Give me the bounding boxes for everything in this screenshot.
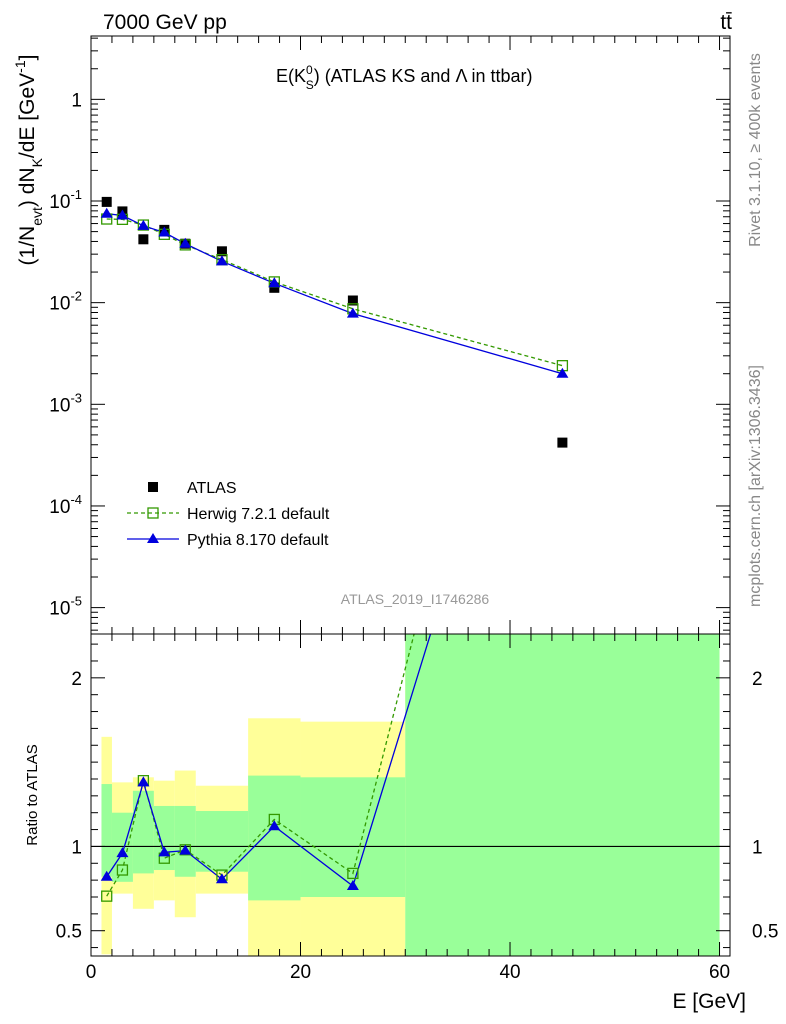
ylabel-b-sub: K xyxy=(29,157,45,167)
ratio-point-pythia xyxy=(158,846,171,857)
main-point-pythia xyxy=(179,237,192,248)
ratio-band-green xyxy=(153,805,175,871)
ratio-axes: 0 20 40 60 0.5 0.5 1 1 2 2 xyxy=(56,634,778,983)
ratio-ylabel: Ratio to ATLAS xyxy=(24,744,41,845)
main-point-pythia xyxy=(116,209,129,220)
ratio-band-green xyxy=(300,777,406,897)
ratio-point-herwig xyxy=(116,864,129,876)
main-y-tick-label: 10-5 xyxy=(49,594,82,620)
main-y-tick-label: 10-4 xyxy=(49,492,82,518)
main-y-tick-label: 10-2 xyxy=(49,289,82,315)
ratio-y-tick-label-right: 2 xyxy=(752,669,763,690)
ratio-bands-layer xyxy=(91,634,730,956)
ylabel-a: (1/N xyxy=(16,226,39,266)
ratio-y-tick-label: 2 xyxy=(71,669,82,690)
title-rest: (ATLAS KS and Λ in ttbar) xyxy=(320,66,533,86)
ratio-series-layer xyxy=(100,49,568,902)
ylabel-a-sub: evt xyxy=(29,207,45,226)
ratio-point-pythia xyxy=(268,820,281,831)
title-close: ) xyxy=(314,66,320,86)
main-series-line-2 xyxy=(106,213,563,375)
ratio-point-pythia xyxy=(137,776,150,787)
legend-marker-pythia xyxy=(147,533,159,543)
main-axes: 1 10-1 10-2 10-3 10-4 10-5 xyxy=(49,36,730,634)
ratio-x-tick-label: 0 xyxy=(86,962,97,983)
legend-label-atlas: ATLAS xyxy=(187,480,237,497)
legend-marker-atlas xyxy=(148,482,158,492)
ratio-band-green xyxy=(101,784,112,877)
main-point-pythia xyxy=(346,307,359,318)
ratio-x-tick-label: 60 xyxy=(709,962,730,983)
ratio-point-herwig xyxy=(101,890,113,902)
main-title: E(K0 S) (ATLAS KS and Λ in ttbar) xyxy=(276,63,533,92)
x-axis-label: E [GeV] xyxy=(672,990,746,1013)
ratio-band-green xyxy=(132,790,154,874)
ratio-point-pythia xyxy=(179,844,192,855)
main-point-pythia xyxy=(215,255,228,266)
ratio-point-pythia xyxy=(215,873,228,884)
ylabel-c-sup: -1 xyxy=(12,60,28,73)
ratio-panel: 0 20 40 60 0.5 0.5 1 1 2 2 Ratio to ATLAS E [GeV] xyxy=(24,49,778,1013)
legend-label-herwig: Herwig 7.2.1 default xyxy=(187,506,330,523)
legend-label-pythia: Pythia 8.170 default xyxy=(187,532,329,549)
title-main: E(K xyxy=(276,66,306,86)
ratio-point-herwig xyxy=(347,867,359,880)
ratio-y-tick-label-right: 0.5 xyxy=(752,922,778,943)
main-point-atlas xyxy=(138,234,149,245)
main-point-atlas xyxy=(101,196,112,207)
ratio-band-green xyxy=(248,775,301,901)
mcplots-label: mcplots.cern.ch [arXiv:1306.3436] xyxy=(747,365,764,607)
main-panel: 1 10-1 10-2 10-3 10-4 10-5 E(K0 S) (ATLAS KS a… xyxy=(12,35,731,635)
rivet-label: Rivet 3.1.10, ≥ 400k events xyxy=(747,53,764,247)
title-sup: 0 xyxy=(306,63,313,77)
main-series-layer xyxy=(100,196,569,448)
ratio-frame xyxy=(90,633,731,957)
main-point-pythia xyxy=(556,367,569,378)
title-sub: S xyxy=(306,78,314,92)
legend-marker-herwig xyxy=(147,507,159,519)
ratio-point-pythia xyxy=(116,847,129,858)
ratio-point-pythia xyxy=(100,870,113,881)
main-point-pythia xyxy=(100,207,113,218)
ratio-x-tick-label: 40 xyxy=(499,962,520,983)
main-ylabel: (1/Nevt) dNK/dE [GeV-1] xyxy=(12,55,45,266)
ratio-point-pythia xyxy=(346,880,359,891)
ratio-band-green xyxy=(174,805,196,877)
main-point-pythia xyxy=(268,277,281,288)
legend: ATLAS Herwig 7.2.1 default Pythia 8.170 … xyxy=(127,480,330,549)
ratio-y-tick-label-right: 1 xyxy=(752,837,763,858)
main-point-atlas xyxy=(557,437,568,448)
ratio-point-herwig xyxy=(557,49,567,59)
ylabel-d: ] xyxy=(16,55,39,61)
analysis-tag: ATLAS_2019_I1746286 xyxy=(341,591,490,607)
header-left: 7000 GeV pp xyxy=(103,11,227,34)
main-point-atlas xyxy=(347,295,358,306)
main-series-line-1 xyxy=(106,218,563,367)
main-point-atlas xyxy=(269,282,280,293)
main-y-tick-label: 10-1 xyxy=(49,187,82,213)
ylabel-c: /dE [GeV xyxy=(16,73,39,158)
header-right: tt̄ xyxy=(720,11,732,34)
ratio-point-pythia xyxy=(556,200,568,210)
ratio-x-tick-label: 20 xyxy=(290,962,311,983)
main-point-pythia xyxy=(137,219,150,230)
main-point-atlas xyxy=(216,246,227,257)
ylabel-b: ) dN xyxy=(16,167,39,207)
main-y-tick-label: 1 xyxy=(71,90,82,111)
ratio-y-tick-label: 1 xyxy=(71,837,82,858)
main-y-tick-label: 10-3 xyxy=(49,390,82,416)
main-point-pythia xyxy=(158,226,171,237)
ratio-y-tick-label: 0.5 xyxy=(56,922,82,943)
ratio-band-green xyxy=(405,634,720,956)
